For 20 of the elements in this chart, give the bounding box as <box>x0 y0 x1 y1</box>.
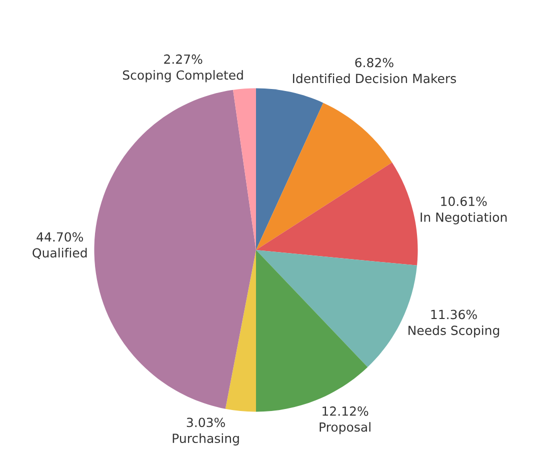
data-label: 6.82% <box>355 58 394 68</box>
pie-slice <box>256 162 418 266</box>
slice-label: Identified Decision Makers <box>292 74 456 84</box>
data-label: 2.27% <box>164 54 202 64</box>
data-label: 3.03% <box>186 418 225 428</box>
pie-slice <box>225 250 256 412</box>
pie-slice <box>233 88 256 250</box>
data-label: 44.70% <box>36 232 84 242</box>
slice-label: Needs Scoping <box>408 325 500 338</box>
data-label: 10.61% <box>441 196 487 206</box>
slice-label: Proposal <box>320 422 370 434</box>
slice-label: Scoping Completed <box>122 70 243 82</box>
data-label: 11.36% <box>431 310 477 320</box>
slice-label: Qualified <box>32 248 87 259</box>
data-label: 12.12% <box>322 406 368 416</box>
pie-slice <box>256 102 392 250</box>
slice-label: In Negotiation <box>420 212 507 224</box>
pie-slice <box>256 88 324 250</box>
pie-slice <box>94 90 256 409</box>
slice-label: Purchasing <box>172 433 239 446</box>
